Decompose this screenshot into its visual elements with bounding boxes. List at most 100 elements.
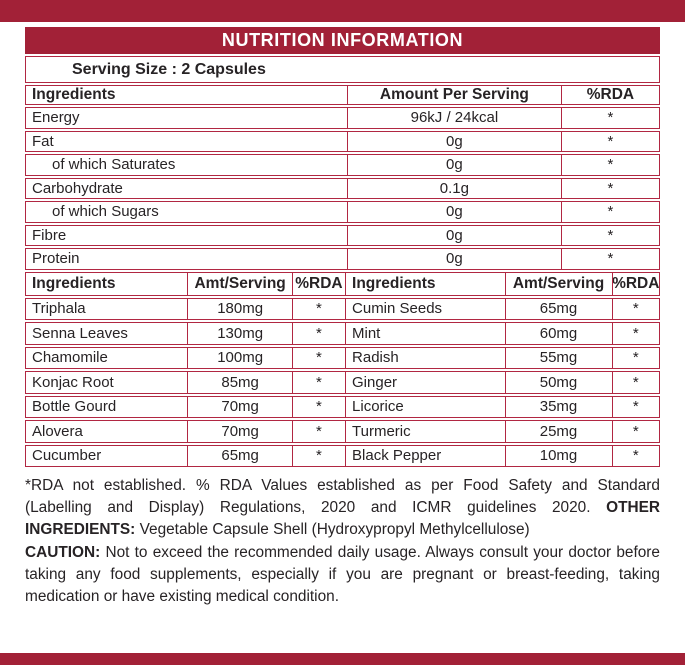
ingredient-rda: * [291,372,345,393]
nutrient-rda: * [560,108,659,128]
ingredient-amount: 180mg [187,298,291,319]
ingredient-rda: * [611,421,660,442]
header-amt-serving-right: Amt/Serving [504,272,612,295]
other-ingredients-text: Vegetable Capsule Shell (Hydroxypropyl M… [135,521,530,539]
ingredient-name: Konjac Root [32,373,114,391]
table-row-protein: Protein 0g * [25,248,660,270]
nutrient-name: Protein [32,250,80,268]
top-red-band [0,0,685,22]
ingredient-rda: * [611,445,660,466]
caution-label: CAUTION: [25,543,101,561]
ingredients-table-header: Ingredients Amt/Serving %RDA Ingredients… [25,271,660,296]
nutrient-name: Fat [32,132,54,150]
ingredient-rda: * [291,298,345,319]
title-bar: NUTRITION INFORMATION [25,27,660,54]
nutrient-amount: 0g [346,225,561,245]
header-ingredients-left: Ingredients [32,274,116,292]
ingredient-row: Bottle Gourd 70mg * Licorice 35mg * [25,395,660,418]
ingredient-name: Senna Leaves [32,324,128,342]
ingredient-name: Ginger [345,372,505,393]
ingredient-rda: * [611,396,660,417]
rda-note-text: *RDA not established. % RDA Values estab… [25,477,660,517]
header-ingredients: Ingredients [32,86,116,103]
footnotes: *RDA not established. % RDA Values estab… [25,475,660,608]
ingredient-row: Alovera 70mg * Turmeric 25mg * [25,420,660,443]
ingredient-amount: 65mg [504,298,612,319]
nutrient-name: Energy [32,109,80,127]
nutrient-rda: * [560,249,659,269]
nutrient-amount: 0g [346,155,561,175]
header-ingredients-right: Ingredients [345,272,505,295]
other-ingredients-label: OTHER INGREDIENTS: [25,499,660,539]
ingredient-row: Senna Leaves 130mg * Mint 60mg * [25,322,660,345]
serving-size-text: Serving Size : 2 Capsules [72,60,266,78]
ingredient-row: Konjac Root 85mg * Ginger 50mg * [25,371,660,394]
ingredient-amount: 85mg [187,372,291,393]
ingredient-name: Alovera [32,422,83,440]
ingredient-rda: * [291,421,345,442]
ingredient-rda: * [611,298,660,319]
nutrient-amount: 0.1g [346,178,561,198]
ingredient-rda: * [611,347,660,368]
ingredient-name: Chamomile [32,349,108,367]
caution-text: Not to exceed the recommended daily usag… [25,543,660,606]
ingredient-name: Licorice [345,396,505,417]
nutrient-rda: * [560,178,659,198]
table-row-fibre: Fibre 0g * [25,224,660,246]
nutrient-amount: 0g [346,202,561,222]
page-title: NUTRITION INFORMATION [221,30,464,50]
header-rda: %RDA [560,86,659,104]
ingredient-amount: 100mg [187,347,291,368]
ingredient-row: Triphala 180mg * Cumin Seeds 65mg * [25,297,660,320]
ingredient-name: Triphala [32,300,86,318]
nutrient-amount: 0g [346,249,561,269]
ingredient-amount: 55mg [504,347,612,368]
ingredient-amount: 70mg [187,396,291,417]
ingredient-name: Cucumber [32,447,102,465]
nutrient-rda: * [560,131,659,151]
ingredient-name: Bottle Gourd [32,398,117,416]
main-table-header: Ingredients Amount Per Serving %RDA [25,85,660,105]
table-row-fat: Fat 0g * [25,130,660,152]
ingredient-name: Mint [345,323,505,344]
nutrient-name: of which Sugars [52,203,159,221]
nutrient-name: of which Saturates [52,156,176,174]
ingredient-name: Cumin Seeds [345,298,505,319]
ingredient-rda: * [291,323,345,344]
nutrient-rda: * [560,202,659,222]
ingredient-amount: 70mg [187,421,291,442]
ingredient-amount: 25mg [504,421,612,442]
rda-footnote: *RDA not established. % RDA Values estab… [25,475,660,542]
ingredient-amount: 60mg [504,323,612,344]
nutrient-rda: * [560,225,659,245]
ingredient-amount: 65mg [187,445,291,466]
serving-size-row: Serving Size : 2 Capsules [25,56,660,83]
ingredient-rda: * [611,323,660,344]
ingredient-rda: * [291,396,345,417]
ingredient-rda: * [291,347,345,368]
header-rda-left: %RDA [291,272,345,295]
bottom-red-band [0,653,685,665]
ingredient-amount: 50mg [504,372,612,393]
ingredient-row: Chamomile 100mg * Radish 55mg * [25,346,660,369]
nutrient-rda: * [560,155,659,175]
table-row-energy: Energy 96kJ / 24kcal * [25,107,660,129]
ingredient-name: Radish [345,347,505,368]
ingredient-name: Black Pepper [345,445,505,466]
nutrient-name: Fibre [32,226,67,244]
nutrient-amount: 0g [346,131,561,151]
ingredient-name: Turmeric [345,421,505,442]
table-row-sugars: of which Sugars 0g * [25,201,660,223]
ingredient-rda: * [611,372,660,393]
header-amount-per-serving: Amount Per Serving [346,86,561,104]
table-row-saturates: of which Saturates 0g * [25,154,660,176]
ingredient-amount: 130mg [187,323,291,344]
caution-note: CAUTION: Not to exceed the recommended d… [25,542,660,609]
ingredient-rda: * [291,445,345,466]
ingredient-amount: 35mg [504,396,612,417]
nutrient-name: Carbohydrate [32,179,123,197]
ingredient-amount: 10mg [504,445,612,466]
header-rda-right: %RDA [611,272,659,295]
nutrition-label: NUTRITION INFORMATION Serving Size : 2 C… [25,27,660,608]
